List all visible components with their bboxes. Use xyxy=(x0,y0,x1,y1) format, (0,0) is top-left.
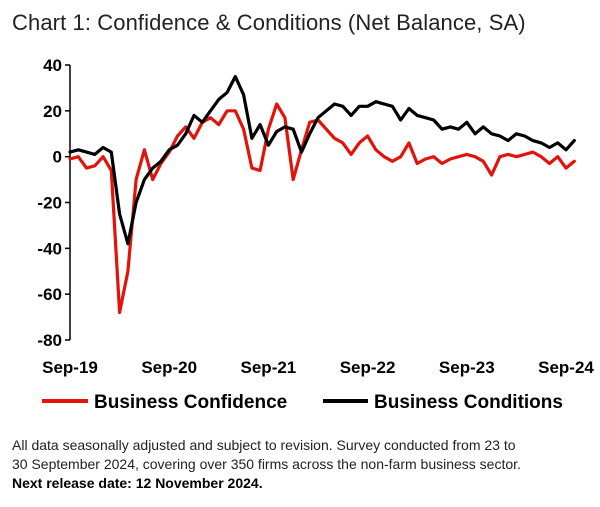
legend-label: Business Confidence xyxy=(94,392,287,413)
footnote: All data seasonally adjusted and subject… xyxy=(12,436,592,493)
next-release-date: Next release date: 12 November 2024. xyxy=(12,475,263,491)
y-tick-label: -60 xyxy=(37,285,62,304)
y-tick-label: 0 xyxy=(53,148,62,167)
x-tick-label: Sep-19 xyxy=(42,358,98,377)
footnote-line-2: 30 September 2024, covering over 350 fir… xyxy=(12,456,521,472)
legend: Business Confidence Business Conditions xyxy=(42,392,563,413)
series-line-business-conditions xyxy=(68,74,576,246)
x-tick-label: Sep-21 xyxy=(241,358,297,377)
y-tick-label: 40 xyxy=(43,56,62,75)
footnote-line-1: All data seasonally adjusted and subject… xyxy=(12,437,516,453)
x-axis-ticks: Sep-19 Sep-20 Sep-21 Sep-22 Sep-23 Sep-24 xyxy=(42,358,594,377)
y-tick-label: -20 xyxy=(37,194,62,213)
x-tick-label: Sep-22 xyxy=(340,358,396,377)
y-tick-label: 20 xyxy=(43,102,62,121)
series-line-business-confidence xyxy=(68,102,576,315)
y-tick-label: -80 xyxy=(37,331,62,350)
x-tick-label: Sep-20 xyxy=(141,358,197,377)
legend-label: Business Conditions xyxy=(374,392,563,413)
y-axis-ticks: 40 20 0 -20 -40 -60 -80 xyxy=(37,56,70,350)
y-tick-label: -40 xyxy=(37,239,62,258)
chart-title: Chart 1: Confidence & Conditions (Net Ba… xyxy=(12,10,526,35)
x-tick-label: Sep-23 xyxy=(439,358,495,377)
x-tick-label: Sep-24 xyxy=(538,358,594,377)
series-lines xyxy=(68,74,576,315)
